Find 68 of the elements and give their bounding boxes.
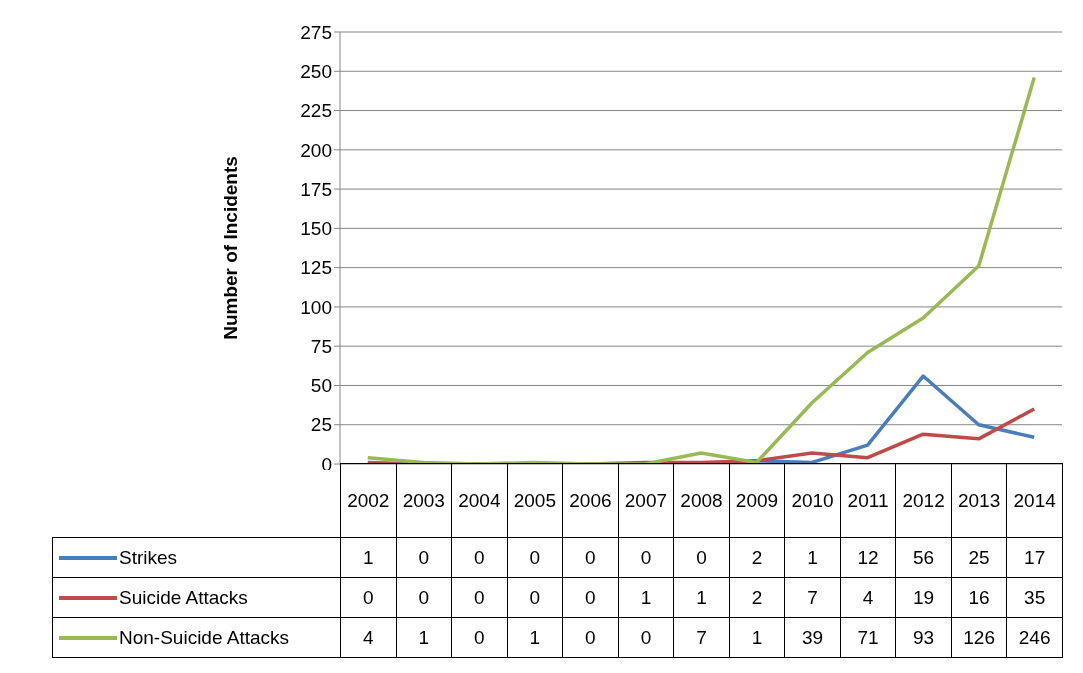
legend-label: Suicide Attacks xyxy=(119,586,248,608)
y-tick-label: 275 xyxy=(300,21,332,43)
x-tick-label: 2008 xyxy=(673,463,730,538)
y-tick-label: 150 xyxy=(300,218,332,240)
y-tick-label: 175 xyxy=(300,178,332,200)
x-tick-label: 2009 xyxy=(729,463,785,538)
data-label: 1 xyxy=(618,577,674,618)
data-label: 2 xyxy=(729,577,785,618)
data-label: 7 xyxy=(673,617,730,658)
data-label: 0 xyxy=(451,577,508,618)
data-label: 25 xyxy=(951,537,1007,578)
y-tick-label: 125 xyxy=(300,257,332,279)
y-tick-label: 50 xyxy=(310,375,332,397)
data-label: 17 xyxy=(1006,537,1063,578)
x-tick-label: 2011 xyxy=(840,463,896,538)
data-label: 0 xyxy=(451,537,508,578)
data-label: 39 xyxy=(784,617,841,658)
data-label: 56 xyxy=(895,537,952,578)
data-label: 35 xyxy=(1006,577,1063,618)
data-label: 1 xyxy=(673,577,730,618)
data-label: 7 xyxy=(784,577,841,618)
y-tick-label: 0 xyxy=(321,453,332,475)
data-label: 126 xyxy=(951,617,1007,658)
data-label: 93 xyxy=(895,617,952,658)
data-label: 16 xyxy=(951,577,1007,618)
x-tick-label: 2014 xyxy=(1006,463,1063,538)
data-label: 1 xyxy=(340,537,397,578)
legend-label: Strikes xyxy=(119,546,178,568)
y-tick-label: 225 xyxy=(300,100,332,122)
data-label: 0 xyxy=(562,537,619,578)
x-tick-label: 2006 xyxy=(562,463,619,538)
y-tick-label: 250 xyxy=(300,61,332,83)
x-tick-label: 2002 xyxy=(340,463,397,538)
data-label: 1 xyxy=(729,617,785,658)
x-tick-label: 2010 xyxy=(784,463,841,538)
data-label: 1 xyxy=(396,617,452,658)
data-label: 0 xyxy=(562,577,619,618)
y-axis-title: Number of Incidents xyxy=(219,156,241,340)
legend-label: Non-Suicide Attacks xyxy=(119,626,290,648)
x-tick-label: 2013 xyxy=(951,463,1007,538)
data-label: 19 xyxy=(895,577,952,618)
y-tick-label: 100 xyxy=(300,296,332,318)
data-label: 1 xyxy=(784,537,841,578)
x-tick-label: 2007 xyxy=(618,463,674,538)
data-label: 0 xyxy=(396,577,452,618)
data-label: 0 xyxy=(396,537,452,578)
data-label: 0 xyxy=(340,577,397,618)
data-label: 0 xyxy=(618,617,674,658)
data-label: 12 xyxy=(840,537,896,578)
data-label: 246 xyxy=(1006,617,1063,658)
data-label: 0 xyxy=(451,617,508,658)
data-label: 71 xyxy=(840,617,896,658)
data-label: 1 xyxy=(507,617,563,658)
y-tick-label: 25 xyxy=(310,414,332,436)
y-tick-label: 200 xyxy=(300,139,332,161)
x-tick-label: 2003 xyxy=(396,463,452,538)
data-label: 0 xyxy=(507,577,563,618)
x-tick-label: 2005 xyxy=(507,463,563,538)
data-label: 0 xyxy=(507,537,563,578)
x-tick-label: 2012 xyxy=(895,463,952,538)
data-label: 0 xyxy=(562,617,619,658)
data-label: 0 xyxy=(673,537,730,578)
x-tick-label: 2004 xyxy=(451,463,508,538)
data-label: 4 xyxy=(840,577,896,618)
data-label: 4 xyxy=(340,617,397,658)
data-label: 0 xyxy=(618,537,674,578)
data-label: 2 xyxy=(729,537,785,578)
y-tick-label: 75 xyxy=(310,335,332,357)
